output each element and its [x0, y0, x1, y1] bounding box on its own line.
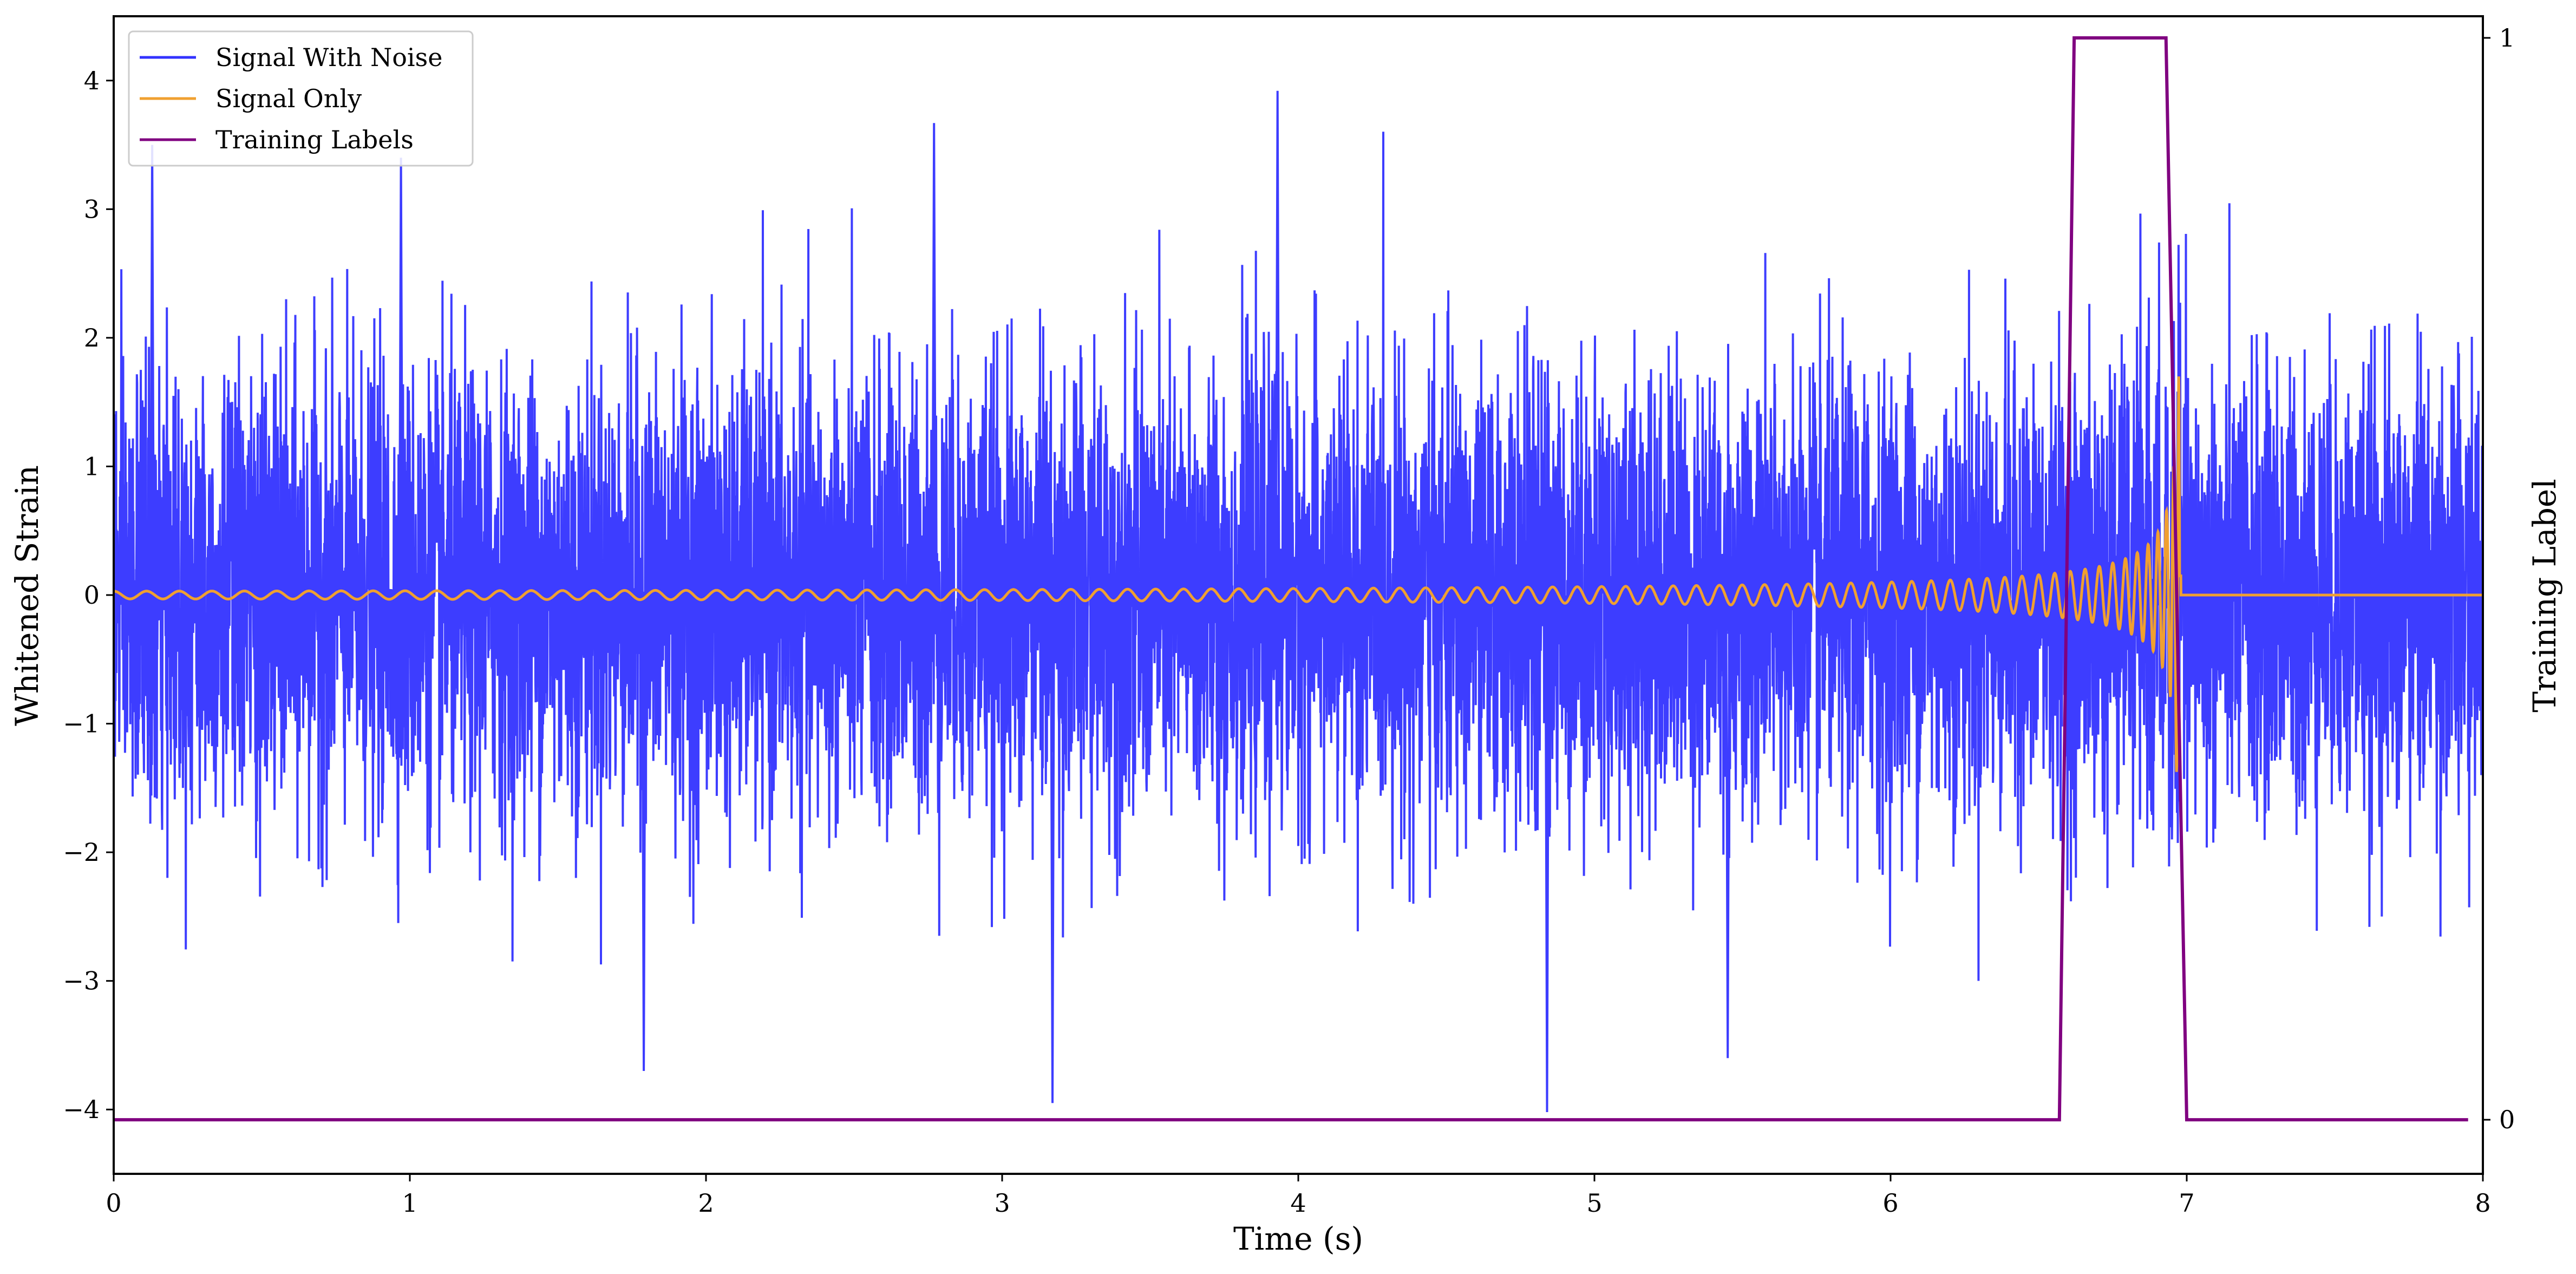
y-left-tick-label: 4 [84, 66, 100, 95]
y-axis-left: −4 −3 −2 −1 0 1 2 3 4 [63, 66, 114, 1124]
plot-lines [113, 36, 2484, 1122]
x-tick-label: 3 [994, 1188, 1010, 1218]
y-left-tick-label: 3 [84, 194, 100, 224]
x-tick-label: 5 [1586, 1188, 1602, 1218]
y-left-tick-label: 2 [84, 323, 100, 352]
y-right-tick-label: 1 [2499, 23, 2515, 53]
y-axis-right: 01 [2483, 23, 2515, 1134]
series-training-labels-line [114, 36, 2468, 1122]
y-left-tick-label: −1 [63, 709, 100, 739]
y-left-tick-label: −4 [63, 1095, 100, 1124]
x-tick-label: 1 [402, 1188, 417, 1218]
x-tick-label: 6 [1882, 1188, 1898, 1218]
x-axis-label: Time (s) [1233, 1220, 1363, 1257]
y-axis-right-label: Training Label [2526, 479, 2563, 712]
legend-label-training-labels: Training Labels [215, 125, 414, 154]
x-tick-label: 4 [1290, 1188, 1306, 1218]
series-signal-only-line [114, 376, 2483, 772]
y-axis-left-label: Whitened Strain [9, 465, 45, 726]
x-tick-label: 2 [698, 1188, 714, 1218]
y-right-tick-label: 0 [2499, 1105, 2515, 1134]
legend-label-signal-with-noise: Signal With Noise [215, 43, 442, 72]
y-left-tick-label: 1 [84, 452, 100, 481]
legend: Signal With Noise Signal Only Training L… [128, 30, 474, 167]
legend-label-signal-only: Signal Only [215, 84, 362, 113]
x-axis: 0 1 2 3 4 5 6 7 8 [106, 1174, 2491, 1218]
y-left-tick-label: 0 [84, 580, 100, 610]
y-left-tick-label: −3 [63, 966, 100, 996]
legend-box [128, 30, 474, 167]
x-tick-label: 8 [2475, 1188, 2490, 1218]
y-left-tick-label: −2 [63, 838, 100, 867]
x-tick-label: 0 [106, 1188, 121, 1218]
x-tick-label: 7 [2179, 1188, 2194, 1218]
